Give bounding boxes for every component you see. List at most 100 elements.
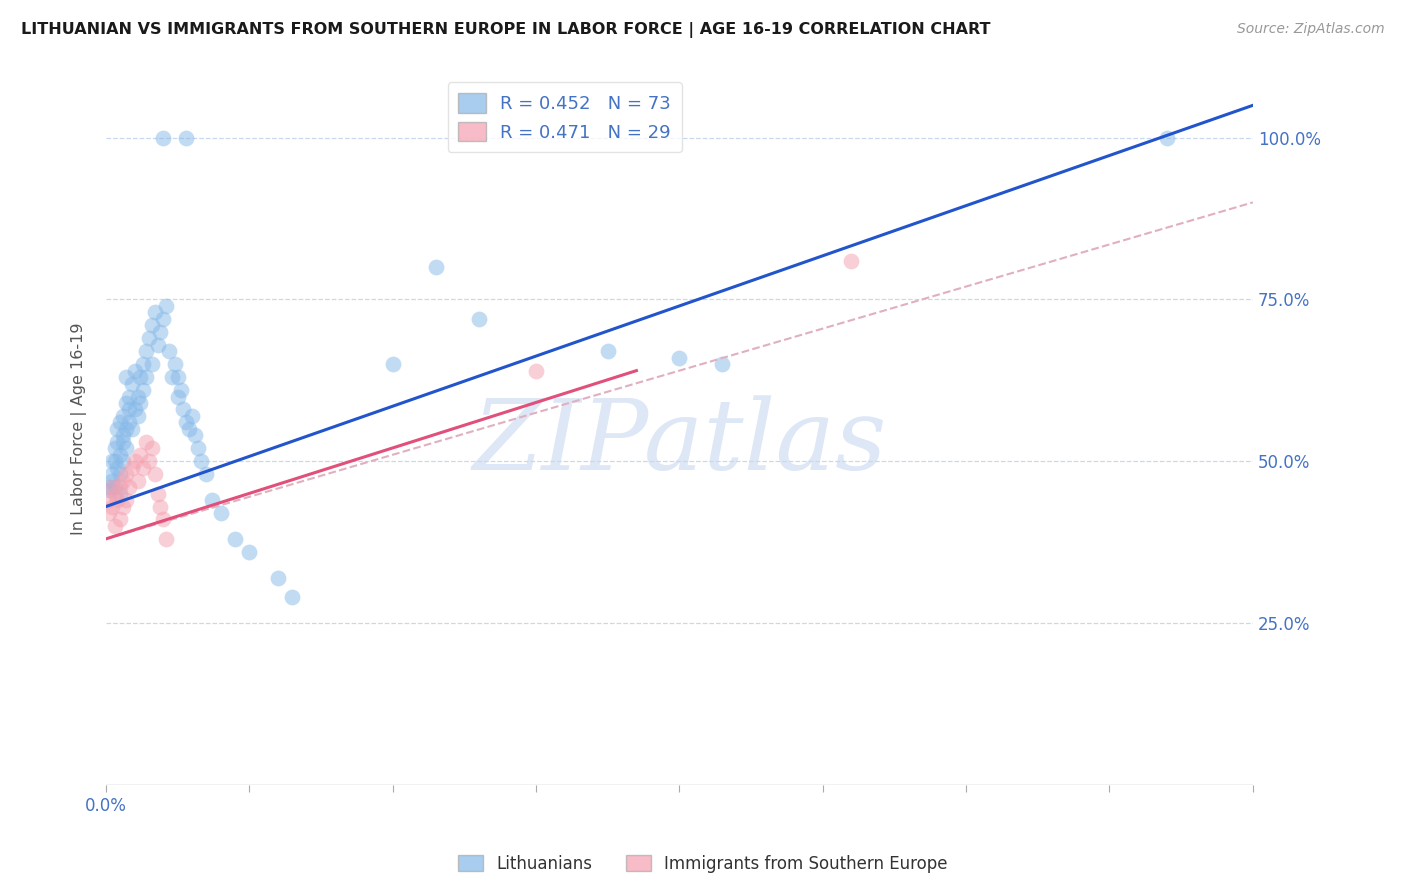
Point — [100, 500, 122, 514]
Point — [115, 493, 138, 508]
Point — [110, 448, 132, 462]
Point — [127, 390, 149, 404]
Point — [149, 500, 172, 514]
Point — [110, 416, 132, 430]
Point — [107, 434, 129, 449]
Point — [115, 442, 138, 456]
Point — [129, 448, 152, 462]
Point — [100, 454, 122, 468]
Text: ZIPatlas: ZIPatlas — [472, 395, 887, 491]
Point — [112, 434, 135, 449]
Point — [127, 474, 149, 488]
Point — [135, 370, 157, 384]
Point — [166, 370, 188, 384]
Point — [97, 493, 120, 508]
Point — [107, 422, 129, 436]
Point — [201, 493, 224, 508]
Point — [174, 416, 197, 430]
Point — [129, 370, 152, 384]
Point — [118, 416, 141, 430]
Point — [112, 454, 135, 468]
Point — [121, 376, 143, 391]
Point — [381, 357, 404, 371]
Point — [97, 483, 120, 498]
Point — [166, 390, 188, 404]
Point — [115, 422, 138, 436]
Point — [104, 442, 127, 456]
Point — [112, 500, 135, 514]
Point — [157, 344, 180, 359]
Point — [190, 454, 212, 468]
Point — [152, 512, 174, 526]
Point — [141, 442, 163, 456]
Point — [195, 467, 218, 482]
Point — [668, 351, 690, 365]
Legend: R = 0.452   N = 73, R = 0.471   N = 29: R = 0.452 N = 73, R = 0.471 N = 29 — [447, 82, 682, 153]
Point — [160, 370, 183, 384]
Point — [152, 311, 174, 326]
Point — [141, 318, 163, 333]
Point — [100, 480, 122, 494]
Point — [104, 480, 127, 494]
Point — [152, 130, 174, 145]
Point — [104, 486, 127, 500]
Point — [100, 474, 122, 488]
Point — [124, 364, 146, 378]
Point — [110, 480, 132, 494]
Point — [121, 422, 143, 436]
Legend: Lithuanians, Immigrants from Southern Europe: Lithuanians, Immigrants from Southern Eu… — [451, 848, 955, 880]
Text: Source: ZipAtlas.com: Source: ZipAtlas.com — [1237, 22, 1385, 37]
Point — [146, 337, 169, 351]
Point — [115, 467, 138, 482]
Point — [121, 460, 143, 475]
Point — [112, 474, 135, 488]
Point — [110, 512, 132, 526]
Point — [149, 325, 172, 339]
Point — [124, 402, 146, 417]
Point — [187, 442, 209, 456]
Point — [281, 590, 304, 604]
Point — [524, 364, 547, 378]
Point — [118, 390, 141, 404]
Point — [1156, 130, 1178, 145]
Point — [107, 460, 129, 475]
Point — [110, 486, 132, 500]
Point — [132, 460, 155, 475]
Point — [174, 130, 197, 145]
Point — [267, 571, 290, 585]
Point — [163, 357, 186, 371]
Point — [118, 402, 141, 417]
Point — [172, 402, 194, 417]
Point — [132, 357, 155, 371]
Point — [841, 253, 863, 268]
Point — [138, 331, 160, 345]
Point — [129, 396, 152, 410]
Point — [138, 454, 160, 468]
Point — [155, 532, 177, 546]
Point — [104, 454, 127, 468]
Point — [112, 428, 135, 442]
Point — [181, 409, 204, 423]
Point — [179, 422, 201, 436]
Text: LITHUANIAN VS IMMIGRANTS FROM SOUTHERN EUROPE IN LABOR FORCE | AGE 16-19 CORRELA: LITHUANIAN VS IMMIGRANTS FROM SOUTHERN E… — [21, 22, 991, 38]
Point — [184, 428, 207, 442]
Point — [100, 467, 122, 482]
Point — [135, 434, 157, 449]
Point — [110, 467, 132, 482]
Point — [425, 260, 447, 274]
Y-axis label: In Labor Force | Age 16-19: In Labor Force | Age 16-19 — [72, 323, 87, 535]
Point — [135, 344, 157, 359]
Point — [112, 409, 135, 423]
Point — [209, 506, 232, 520]
Point — [238, 545, 260, 559]
Point — [107, 493, 129, 508]
Point — [143, 467, 166, 482]
Point — [141, 357, 163, 371]
Point — [115, 370, 138, 384]
Point — [146, 486, 169, 500]
Point — [97, 506, 120, 520]
Point — [711, 357, 734, 371]
Point — [115, 396, 138, 410]
Point — [467, 311, 489, 326]
Point — [97, 480, 120, 494]
